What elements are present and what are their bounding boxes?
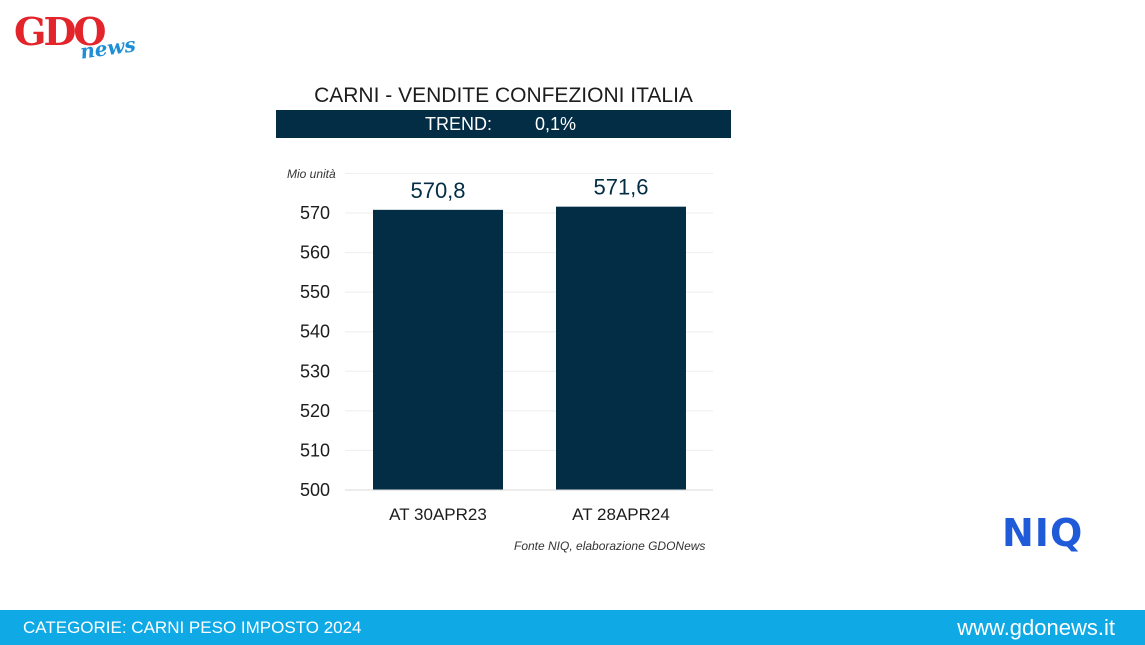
y-tick-label: 500 <box>300 480 330 500</box>
trend-value: 0,1% <box>535 114 577 134</box>
bar <box>373 209 503 490</box>
y-tick-label: 550 <box>300 282 330 302</box>
y-tick-label: 560 <box>300 243 330 263</box>
bar <box>556 206 686 490</box>
data-label: 570,8 <box>410 178 465 203</box>
trend-label: TREND: <box>425 114 492 134</box>
niq-logo: NIQ <box>1002 511 1084 555</box>
footer-bar: CATEGORIE: CARNI PESO IMPOSTO 2024 www.g… <box>0 610 1145 645</box>
y-tick-label: 540 <box>300 322 330 342</box>
y-tick-label: 570 <box>300 203 330 223</box>
logo-gdo-text: GDO <box>14 9 106 54</box>
y-tick-label: 530 <box>300 361 330 381</box>
y-tick-label: 520 <box>300 401 330 421</box>
gdo-news-logo: GDO news <box>14 9 154 64</box>
y-tick-label: 510 <box>300 440 330 460</box>
trend-band: TREND: 0,1% <box>276 110 731 138</box>
unit-label: Mio unità <box>287 167 336 181</box>
footer-website-link[interactable]: www.gdonews.it <box>957 615 1115 640</box>
source-note: Fonte NIQ, elaborazione GDONews <box>514 539 706 553</box>
data-label: 571,6 <box>593 175 648 200</box>
x-tick-label: AT 28APR24 <box>572 505 670 524</box>
footer-category: CATEGORIE: CARNI PESO IMPOSTO 2024 <box>23 618 362 637</box>
x-tick-label: AT 30APR23 <box>389 505 487 524</box>
chart-title: CARNI - VENDITE CONFEZIONI ITALIA <box>314 84 693 107</box>
